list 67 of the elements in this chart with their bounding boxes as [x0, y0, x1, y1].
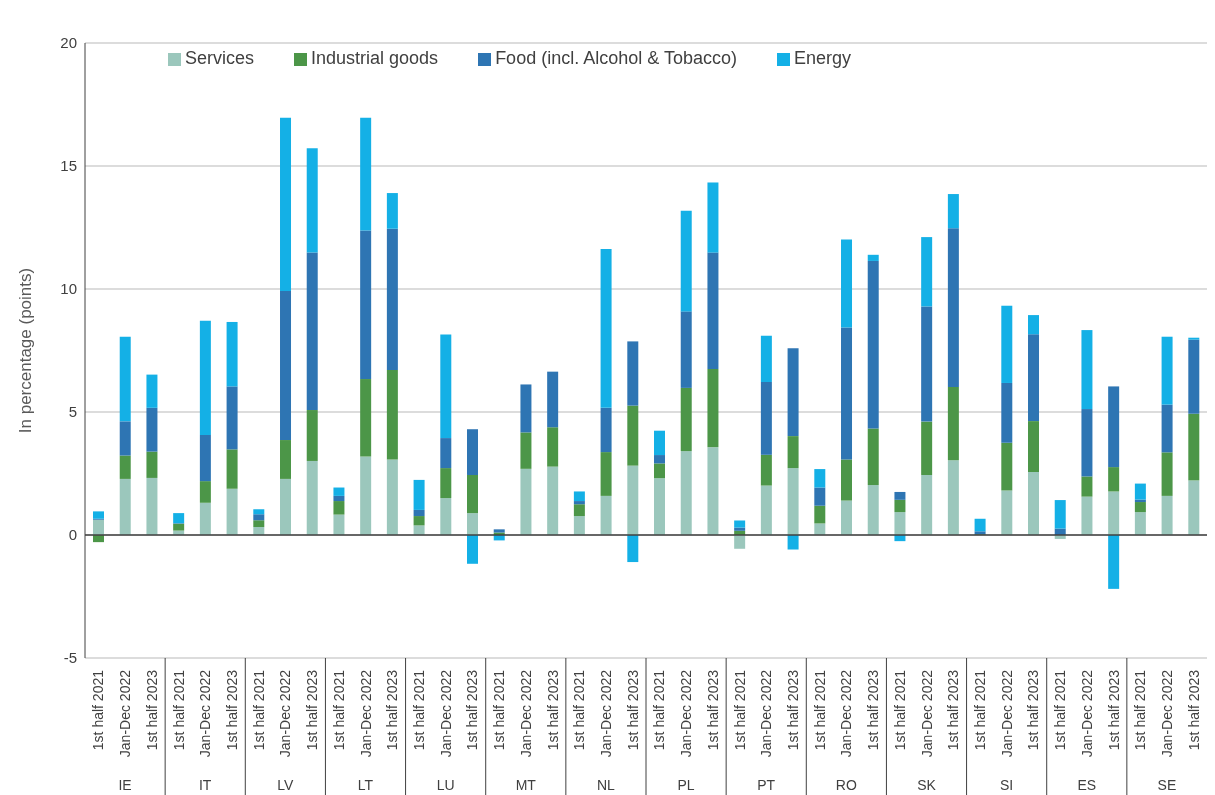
y-tick-label: 10 [60, 280, 77, 298]
x-tick-label: 1st half 2023 [1185, 669, 1202, 751]
x-tick-label: Jan-Dec 2022 [758, 669, 775, 758]
text: MT [515, 777, 537, 793]
text: IE [118, 777, 132, 793]
x-tick-label: 1st half 2023 [223, 669, 240, 751]
legend-label: Food (incl. Alcohol & Tobacco) [495, 48, 737, 68]
x-tick-label: 1st half 2023 [1105, 669, 1122, 751]
x-tick-label: Jan-Dec 2022 [1078, 669, 1095, 758]
x-tick-label: 1st half 2021 [651, 669, 668, 751]
x-tick-label: 1st half 2023 [945, 669, 962, 751]
text: ES [1077, 777, 1097, 793]
x-tick-label: 1st half 2021 [410, 669, 427, 751]
x-tick-label: Jan-Dec 2022 [277, 669, 294, 758]
x-tick-label: 1st half 2023 [784, 669, 801, 751]
text: PT [757, 777, 776, 793]
x-tick-label: Jan-Dec 2022 [918, 669, 935, 758]
y-tick-label: 15 [60, 157, 77, 175]
y-tick-label: 0 [68, 526, 77, 544]
text: LU [436, 777, 455, 793]
x-tick-label: Jan-Dec 2022 [597, 669, 614, 758]
x-tick-label: 1st half 2023 [1025, 669, 1042, 751]
text: SE [1157, 777, 1177, 793]
x-tick-label: Jan-Dec 2022 [517, 669, 534, 758]
legend-label: Industrial goods [311, 48, 439, 68]
legend-label: Services [185, 48, 255, 68]
x-tick-label: 1st half 2021 [250, 669, 267, 751]
x-tick-label: Jan-Dec 2022 [838, 669, 855, 758]
text: NL [596, 777, 616, 793]
x-tick-label: 1st half 2021 [491, 669, 508, 751]
x-tick-label: Jan-Dec 2022 [437, 669, 454, 758]
x-tick-label: 1st half 2023 [304, 669, 321, 751]
text: SK [917, 777, 937, 793]
x-tick-label: 1st half 2021 [1052, 669, 1069, 751]
y-tick-label: 20 [60, 34, 77, 52]
text: SI [1000, 777, 1014, 793]
x-tick-label: 1st half 2023 [865, 669, 882, 751]
text: LT [357, 777, 374, 793]
x-tick-label: 1st half 2023 [384, 669, 401, 751]
x-tick-label: 1st half 2023 [464, 669, 481, 751]
x-tick-label: 1st half 2021 [170, 669, 187, 751]
x-tick-label: 1st half 2023 [143, 669, 160, 751]
x-tick-label: 1st half 2021 [330, 669, 347, 751]
y-tick-label: -5 [63, 649, 77, 667]
x-tick-label: Jan-Dec 2022 [998, 669, 1015, 758]
x-tick-label: 1st half 2021 [571, 669, 588, 751]
x-tick-label: 1st half 2021 [971, 669, 988, 751]
x-tick-label: 1st half 2021 [811, 669, 828, 751]
legend-label: Energy [793, 48, 851, 68]
x-tick-label: 1st half 2021 [891, 669, 908, 751]
x-tick-label: 1st half 2021 [1132, 669, 1149, 751]
x-tick-label: 1st half 2023 [704, 669, 721, 751]
x-tick-label: 1st half 2021 [731, 669, 748, 751]
text: LV [277, 777, 295, 793]
x-tick-label: 1st half 2023 [544, 669, 561, 751]
y-tick-label: 5 [68, 403, 77, 421]
x-tick-label: Jan-Dec 2022 [117, 669, 134, 758]
y-axis-title: In percentage (points) [16, 267, 36, 434]
x-tick-label: Jan-Dec 2022 [678, 669, 695, 758]
x-tick-label: Jan-Dec 2022 [197, 669, 214, 758]
x-tick-label: 1st half 2023 [624, 669, 641, 751]
text: RO [835, 777, 857, 793]
x-tick-label: Jan-Dec 2022 [357, 669, 374, 758]
x-tick-label: Jan-Dec 2022 [1158, 669, 1175, 758]
x-tick-label: 1st half 2021 [90, 669, 107, 751]
text: PL [677, 777, 695, 793]
text: IT [198, 777, 212, 793]
